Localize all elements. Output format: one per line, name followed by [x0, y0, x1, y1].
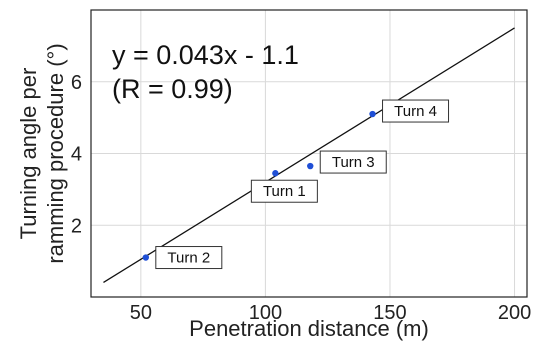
- point-label-box: [319, 150, 387, 174]
- point-label: Turn 4: [394, 103, 437, 120]
- point-label: Turn 3: [332, 154, 375, 171]
- equation-line1: y = 0.043x - 1.1: [112, 40, 299, 70]
- y-tick-label: 4: [71, 144, 82, 166]
- y-tick-label: 2: [71, 215, 82, 237]
- x-tick-label: 50: [130, 302, 152, 324]
- equation-line2: (R = 0.99): [112, 74, 233, 104]
- y-axis-title-line1: Turning angle per: [16, 68, 41, 240]
- data-point: [142, 254, 150, 261]
- y-axis-title-line2: ramming procedure (°): [43, 43, 68, 263]
- plot-frame: [90, 9, 528, 298]
- x-tick-label: 100: [249, 302, 282, 324]
- data-point: [369, 110, 376, 118]
- data-point: [307, 162, 314, 170]
- point-label-box: [382, 99, 450, 123]
- point-label-box: [250, 179, 318, 203]
- point-label: Turn 2: [167, 250, 210, 267]
- x-tick-label: 150: [373, 302, 406, 324]
- point-label: Turn 1: [263, 183, 306, 200]
- point-label-box: [155, 246, 223, 270]
- regression-line: [103, 27, 515, 284]
- data-point: [272, 170, 279, 177]
- x-axis-title: Penetration distance (m): [189, 316, 429, 341]
- y-tick-label: 6: [71, 72, 82, 94]
- x-tick-label: 200: [498, 302, 531, 324]
